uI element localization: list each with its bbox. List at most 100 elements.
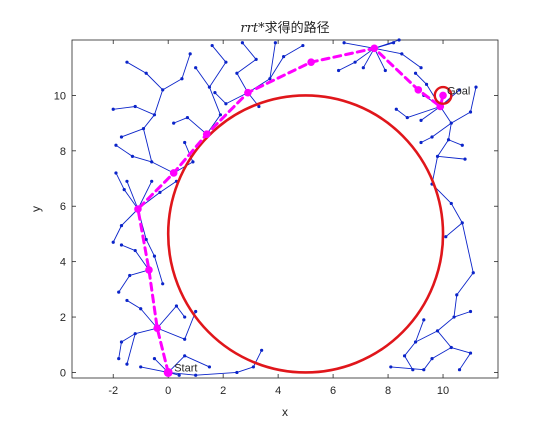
tree-edge [126,333,136,365]
path-waypoint [145,266,153,274]
tree-edge [404,355,414,370]
y-tick-label: 0 [60,367,66,379]
rrt-tree [112,39,477,376]
tree-node [161,88,165,92]
tree-edge [121,244,136,251]
tree-node [183,337,187,341]
tree-node [224,102,228,106]
chart-title-italic: rrt [240,21,258,36]
tree-node [114,143,118,147]
tree-edge [195,372,237,376]
tree-node [254,57,258,61]
tree-edge [269,56,285,80]
tree-node [158,190,162,194]
tree-edge [181,53,191,79]
x-tick-label: -2 [108,385,118,397]
tree-node [119,224,124,228]
tree-node [177,373,181,377]
tree-edge [404,341,416,357]
path-waypoint [414,86,423,94]
tree-edge [157,327,185,340]
tree-node [183,140,187,145]
tree-node [114,171,118,175]
tree-edge [154,89,164,115]
tree-node [452,315,456,319]
x-tick-label: 8 [385,385,391,397]
tree-node [125,298,129,303]
tree-edge [225,92,249,105]
tree-edge [470,87,477,113]
tree-node [471,271,475,275]
tree-node [449,121,453,125]
tree-edge [115,144,133,157]
tree-edge [121,128,144,138]
tree-edge [143,114,155,129]
x-tick-label: 2 [220,385,226,397]
tree-node [125,179,129,183]
tree-node [191,160,195,164]
path-waypoint [134,205,142,213]
tree-edge [401,53,422,69]
tree-edge [269,42,276,79]
tree-node [133,332,137,336]
tree-edge [283,45,304,58]
tree-node [235,370,239,375]
tree-node [111,240,115,244]
tree-node [257,104,261,109]
x-axis-label: x [282,405,288,419]
tree-edge [123,189,139,210]
tree-node [144,237,148,242]
tree-node [260,348,264,352]
tree-node [422,318,426,322]
tree-node [130,154,135,158]
tree-node [185,115,190,120]
tree-node [430,135,434,139]
tree-node [391,41,396,45]
tree-node [152,254,157,258]
tree-edge [159,180,177,193]
tree-node [342,41,346,45]
tree-edge [173,117,188,124]
tree-node [463,157,467,161]
tree-edge [415,330,438,343]
tree-node [419,118,423,122]
tree-edge [214,92,227,105]
tree-edge [453,311,471,318]
tree-edge [423,358,433,370]
tree-node [251,365,255,369]
tree-edge [407,106,441,119]
tree-node [111,107,115,111]
tree-edge [448,123,452,140]
start-marker [163,367,173,377]
tree-edge [121,333,136,343]
tree-edge [374,39,400,49]
tree-node [336,68,341,73]
tree-node [460,221,464,225]
tree-edge [354,47,375,63]
tree-node [411,368,415,372]
tree-node [141,127,146,131]
path-waypoint [439,91,447,100]
tree-node [468,110,473,114]
y-tick-label: 10 [54,90,66,102]
y-tick-label: 2 [60,312,66,324]
tree-node [389,365,393,369]
tree-edge [137,181,153,210]
tree-node [455,293,459,297]
tree-edge [390,366,424,371]
start-label: Start [174,362,197,374]
tree-node [268,77,272,81]
tree-node [139,307,143,311]
path-waypoint [370,44,379,53]
tree-node [161,282,165,286]
tree-edge [132,155,152,163]
tree-node [474,85,478,89]
tree-node [152,357,157,361]
tree-edge [162,78,183,91]
tree-edge [415,319,425,343]
tree-node [152,113,157,117]
tree-node [210,43,214,48]
tree-edge [420,136,433,143]
y-axis-label: y [29,206,43,212]
